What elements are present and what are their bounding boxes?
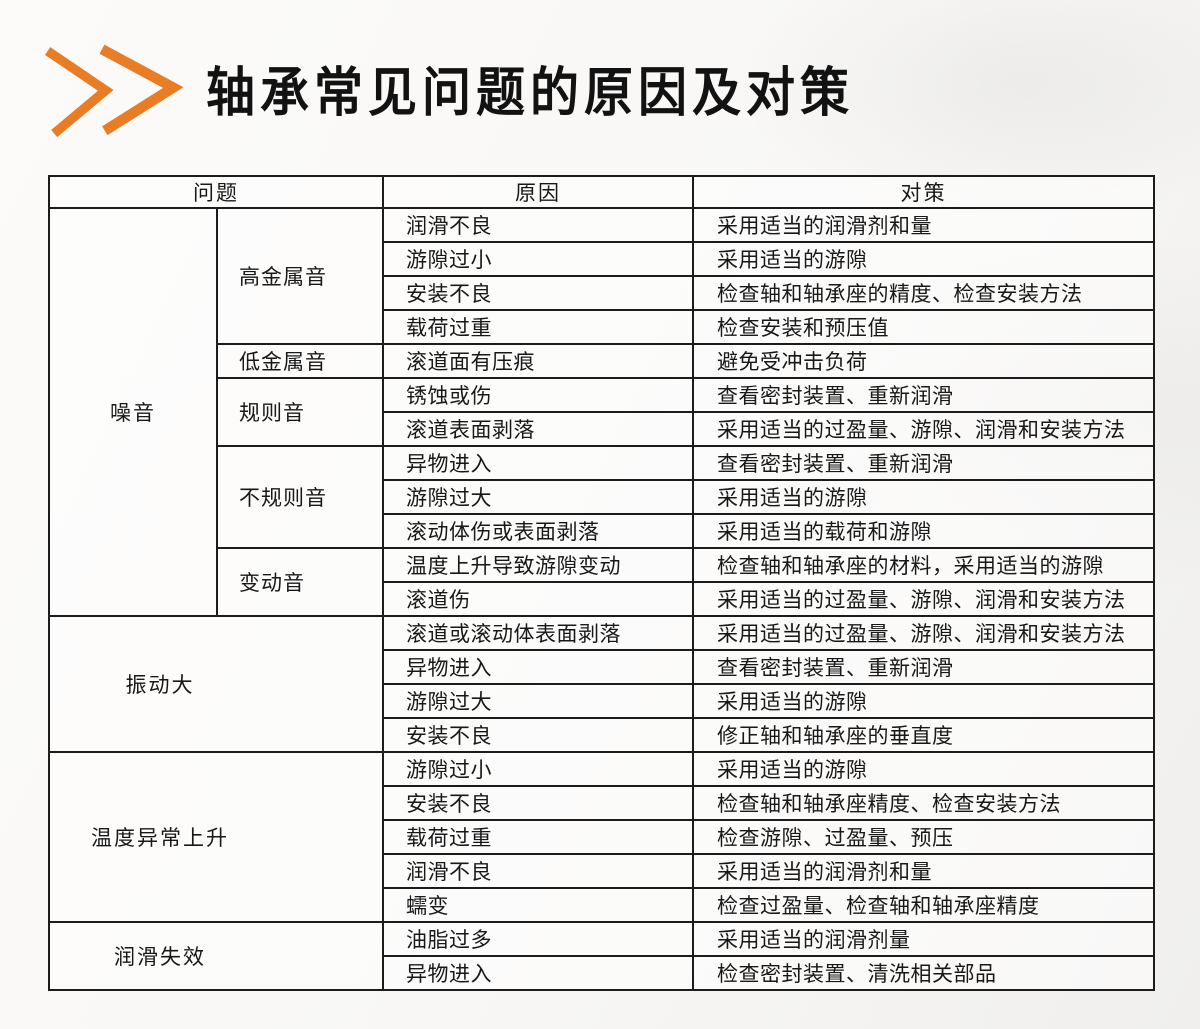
table-row: 润滑不良 采用适当的润滑剂和量 — [49, 853, 1155, 889]
action-cell: 查看密封装置、重新润滑 — [692, 377, 1155, 413]
subcategory-cell: 不规则音 — [216, 445, 384, 549]
cause-cell: 游隙过大 — [382, 683, 694, 719]
header-row: 问题 原因 对策 — [48, 175, 1155, 209]
cause-cell: 油脂过多 — [382, 921, 694, 957]
cause-cell: 游隙过小 — [382, 751, 694, 787]
action-cell: 采用适当的游隙 — [692, 683, 1155, 719]
action-cell: 采用适当的润滑剂量 — [692, 921, 1155, 957]
table-row: 蠕变 检查过盈量、检查轴和轴承座精度 — [49, 887, 1155, 923]
table-row: 游隙过大 采用适当的游隙 — [49, 479, 1155, 515]
table-row: 变动音 温度上升导致游隙变动 检查轴和轴承座的材料，采用适当的游隙 — [49, 547, 1155, 617]
action-cell: 采用适当的游隙 — [692, 751, 1155, 787]
action-cell: 检查过盈量、检查轴和轴承座精度 — [692, 887, 1155, 923]
subcategory-cell: 规则音 — [216, 377, 384, 447]
cause-cell: 安装不良 — [382, 275, 694, 311]
cause-cell: 润滑不良 — [382, 207, 694, 243]
action-cell: 采用适当的游隙 — [692, 479, 1155, 515]
cause-cell: 滚道或滚动体表面剥落 — [382, 615, 694, 651]
table-row: 润滑失效 油脂过多 采用适当的润滑剂量 — [48, 921, 1155, 991]
cause-cell: 温度上升导致游隙变动 — [382, 547, 694, 583]
subcategory-cell: 高金属音 — [216, 207, 384, 345]
table-row: 振动大 滚道或滚动体表面剥落 采用适当的过盈量、游隙、润滑和安装方法 — [48, 615, 1155, 753]
action-cell: 检查轴和轴承座精度、检查安装方法 — [692, 785, 1155, 821]
table-row: 异物进入 检查密封装置、清洗相关部品 — [49, 955, 1155, 991]
cause-cell: 安装不良 — [382, 717, 694, 753]
table-row: 滚动体伤或表面剥落 采用适当的载荷和游隙 — [49, 513, 1155, 549]
bearing-problems-table: 问题 原因 对策 噪音 高金属音 润滑不良 采用适当的润滑剂和量 游隙过小 采用… — [48, 175, 1155, 991]
cause-cell: 安装不良 — [382, 785, 694, 821]
action-cell: 修正轴和轴承座的垂直度 — [692, 717, 1155, 753]
action-cell: 采用适当的润滑剂和量 — [692, 207, 1155, 243]
cause-cell: 滚道伤 — [382, 581, 694, 617]
cause-cell: 锈蚀或伤 — [382, 377, 694, 413]
subcategory-cell: 低金属音 — [216, 343, 384, 379]
problem-cell: 振动大 — [48, 615, 384, 753]
table-row: 安装不良 检查轴和轴承座的精度、检查安装方法 — [49, 275, 1155, 311]
title-block: 轴承常见问题的原因及对策 — [42, 36, 854, 141]
subcategory-cell: 变动音 — [216, 547, 384, 617]
table-row: 安装不良 检查轴和轴承座精度、检查安装方法 — [49, 785, 1155, 821]
cause-cell: 滚动体伤或表面剥落 — [382, 513, 694, 549]
cause-cell: 异物进入 — [382, 955, 694, 991]
action-cell: 采用适当的润滑剂和量 — [692, 853, 1155, 889]
action-cell: 查看密封装置、重新润滑 — [692, 649, 1155, 685]
column-header-cause: 原因 — [382, 175, 694, 209]
table-row: 游隙过小 采用适当的游隙 — [49, 241, 1155, 277]
cause-cell: 润滑不良 — [382, 853, 694, 889]
action-cell: 检查轴和轴承座的精度、检查安装方法 — [692, 275, 1155, 311]
action-cell: 采用适当的过盈量、游隙、润滑和安装方法 — [692, 411, 1155, 447]
action-cell: 采用适当的游隙 — [692, 241, 1155, 277]
cause-cell: 游隙过小 — [382, 241, 694, 277]
action-cell: 采用适当的过盈量、游隙、润滑和安装方法 — [692, 581, 1155, 617]
table-row: 安装不良 修正轴和轴承座的垂直度 — [49, 717, 1155, 753]
action-cell: 采用适当的载荷和游隙 — [692, 513, 1155, 549]
table-row: 滚道表面剥落 采用适当的过盈量、游隙、润滑和安装方法 — [49, 411, 1155, 447]
problem-cell: 润滑失效 — [48, 921, 384, 991]
table-row: 噪音 高金属音 润滑不良 采用适当的润滑剂和量 — [48, 207, 1155, 617]
cause-cell: 载荷过重 — [382, 309, 694, 345]
cause-cell: 载荷过重 — [382, 819, 694, 855]
action-cell: 避免受冲击负荷 — [692, 343, 1155, 379]
page-title: 轴承常见问题的原因及对策 — [206, 64, 855, 123]
action-cell: 查看密封装置、重新润滑 — [692, 445, 1155, 481]
cause-cell: 滚道表面剥落 — [382, 411, 694, 447]
table-row: 载荷过重 检查游隙、过盈量、预压 — [49, 819, 1155, 855]
cause-cell: 异物进入 — [382, 649, 694, 685]
table-row: 异物进入 查看密封装置、重新润滑 — [49, 649, 1155, 685]
double-chevron-right-icon — [44, 44, 184, 137]
action-cell: 检查轴和轴承座的材料，采用适当的游隙 — [692, 547, 1155, 583]
table-row: 载荷过重 检查安装和预压值 — [49, 309, 1155, 345]
column-header-countermeasure: 对策 — [692, 175, 1155, 209]
table-row: 滚道伤 采用适当的过盈量、游隙、润滑和安装方法 — [49, 581, 1155, 617]
table-row: 游隙过大 采用适当的游隙 — [49, 683, 1155, 719]
action-cell: 检查游隙、过盈量、预压 — [692, 819, 1155, 855]
table-row: 温度异常上升 游隙过小 采用适当的游隙 — [48, 751, 1155, 923]
column-header-problem: 问题 — [48, 175, 384, 209]
cause-cell: 滚道面有压痕 — [382, 343, 694, 379]
table-row: 规则音 锈蚀或伤 查看密封装置、重新润滑 — [49, 377, 1155, 447]
action-cell: 采用适当的过盈量、游隙、润滑和安装方法 — [692, 615, 1155, 651]
action-cell: 检查安装和预压值 — [692, 309, 1155, 345]
table-row: 不规则音 异物进入 查看密封装置、重新润滑 — [49, 445, 1155, 549]
action-cell: 检查密封装置、清洗相关部品 — [692, 955, 1155, 991]
cause-cell: 异物进入 — [382, 445, 694, 481]
problem-cell: 噪音 — [48, 207, 218, 617]
cause-cell: 蠕变 — [382, 887, 694, 923]
table-row: 低金属音 滚道面有压痕 避免受冲击负荷 — [49, 343, 1155, 379]
problem-cell: 温度异常上升 — [48, 751, 384, 923]
cause-cell: 游隙过大 — [382, 479, 694, 515]
